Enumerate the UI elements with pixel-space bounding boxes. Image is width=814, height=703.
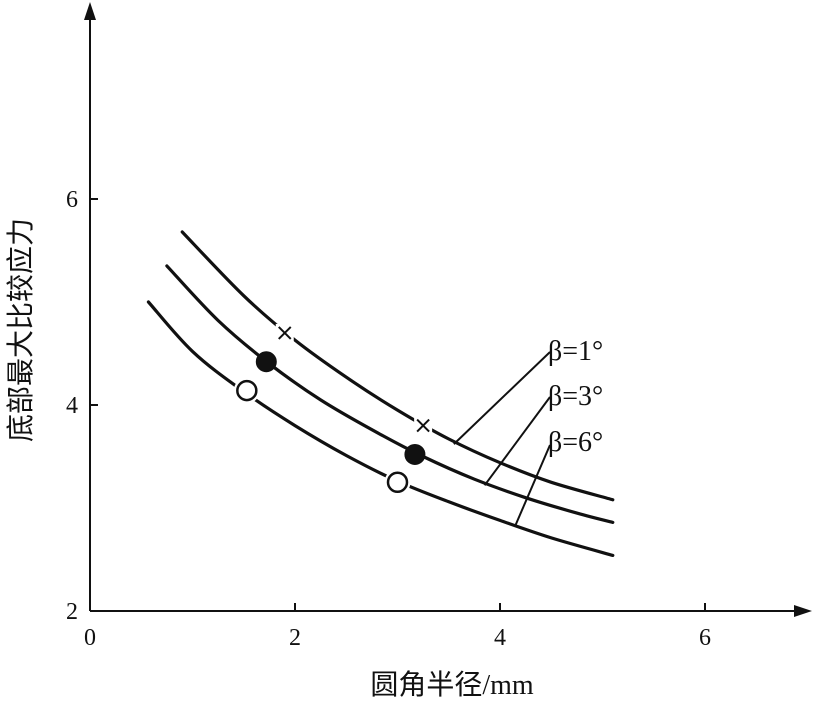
- label-group: β=1° β=3° β=6°: [548, 336, 603, 458]
- open-circle-marker-icon: [236, 379, 258, 402]
- x-axis-label: 圆角半径/mm: [370, 669, 534, 701]
- x-tick-label: 4: [494, 625, 506, 651]
- label-leader-line: [483, 396, 551, 486]
- leader-group: [453, 351, 551, 526]
- x-tick-label: 0: [84, 625, 96, 651]
- series-label: β=3°: [548, 381, 603, 412]
- series-label: β=1°: [548, 336, 603, 367]
- y-tick-label: 6: [66, 187, 78, 213]
- filled-circle-marker-icon: [255, 351, 277, 373]
- y-tick-label: 2: [66, 599, 78, 625]
- series-label: β=6°: [548, 427, 603, 458]
- open-circle-marker-icon: [386, 471, 409, 493]
- x-marker-icon: [416, 418, 430, 433]
- x-axis-arrow-icon: [794, 605, 812, 617]
- series-line-3: [146, 300, 615, 557]
- y-axis-label: 底部最大比较应力: [5, 218, 37, 442]
- y-axis-arrow-icon: [84, 2, 96, 20]
- series-line-1: [180, 230, 615, 502]
- series-group: [146, 230, 615, 557]
- marker-group: [233, 323, 433, 496]
- label-leader-line: [514, 444, 551, 526]
- label-leader-line: [453, 351, 551, 445]
- y-tick-label: 4: [66, 393, 78, 419]
- series-line-2: [165, 264, 615, 524]
- axes: [84, 2, 812, 617]
- x-marker-icon: [278, 326, 292, 340]
- filled-circle-marker-icon: [404, 443, 426, 465]
- x-tick-label: 6: [699, 625, 711, 651]
- x-tick-label: 2: [289, 625, 301, 651]
